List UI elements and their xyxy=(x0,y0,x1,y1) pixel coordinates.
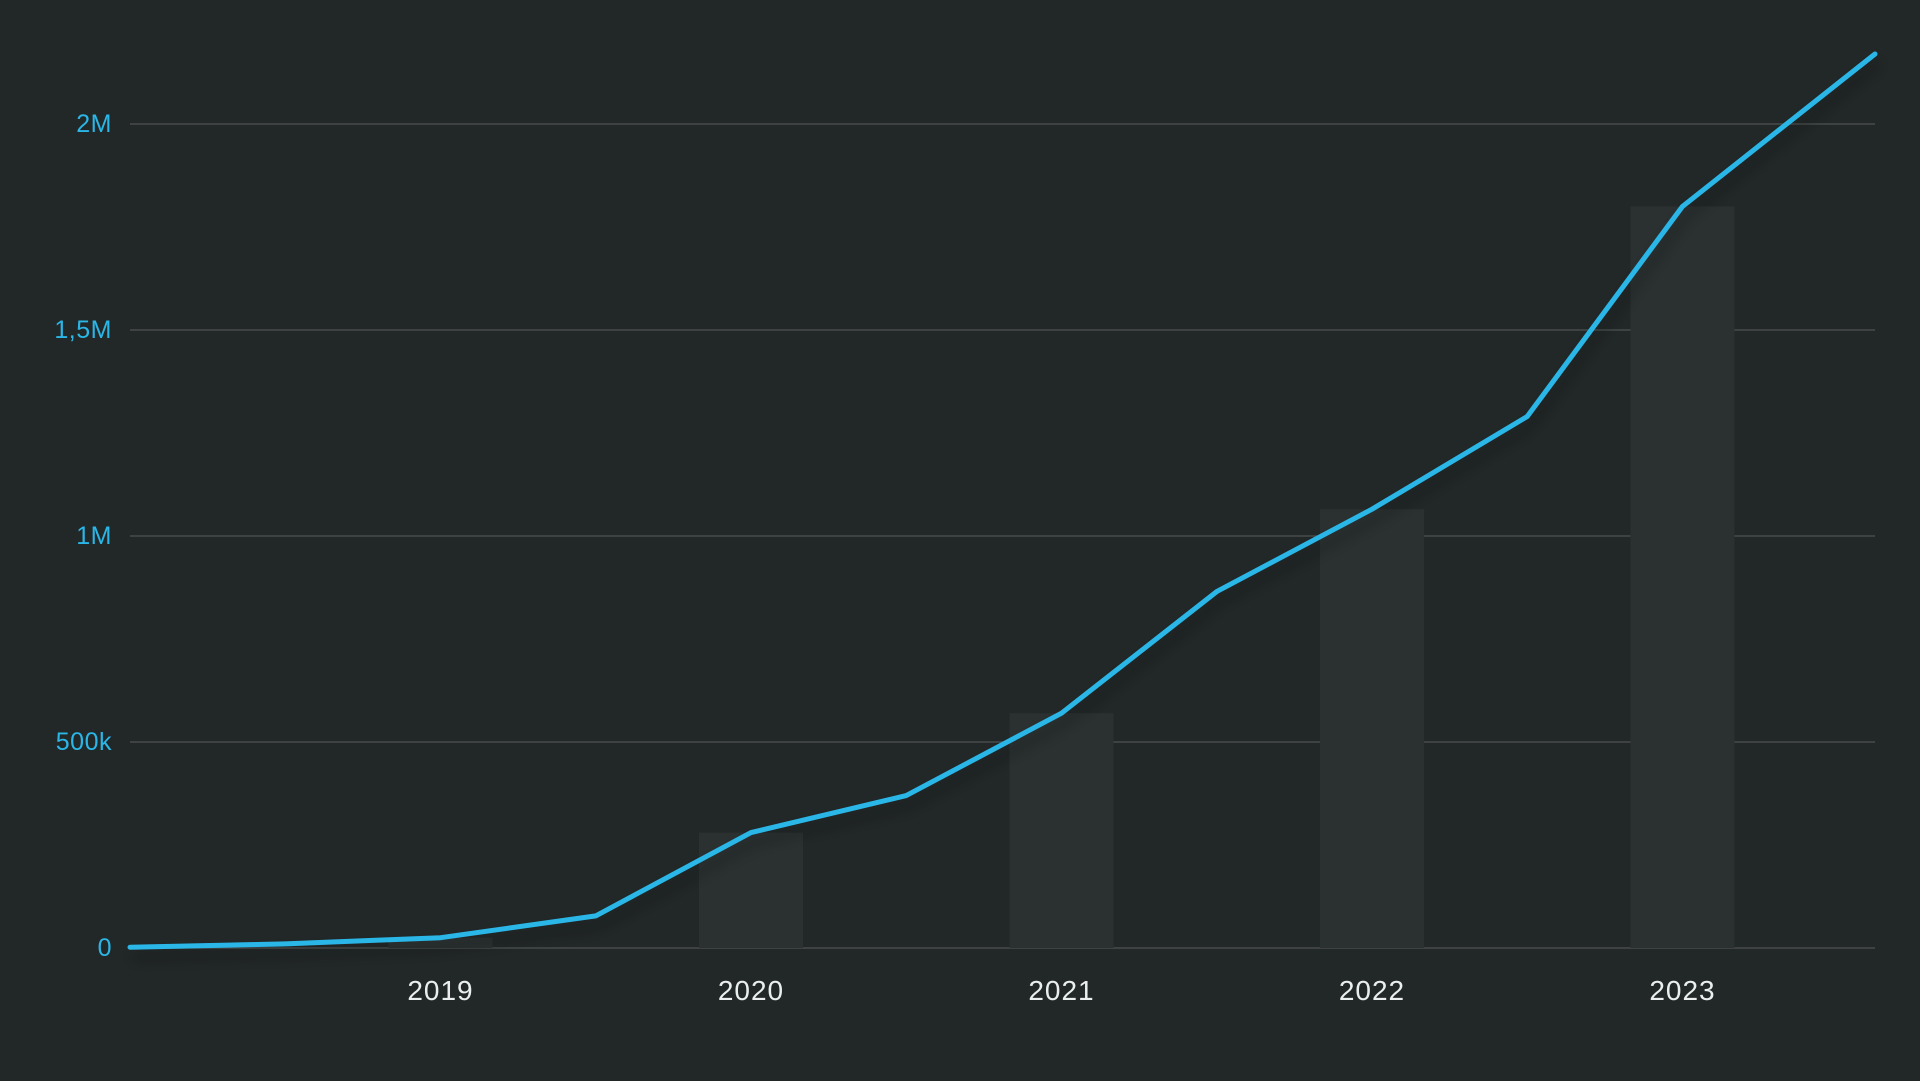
y-tick-label: 1M xyxy=(76,522,112,550)
bar-2019 xyxy=(388,937,493,948)
y-axis-labels: 0 500k 1M 1,5M 2M xyxy=(54,110,112,962)
x-axis-labels: 2019 2020 2021 2022 2023 xyxy=(407,975,1715,1006)
y-tick-label: 2M xyxy=(76,110,112,138)
x-tick-label-2023: 2023 xyxy=(1649,975,1715,1006)
x-tick-label-2022: 2022 xyxy=(1339,975,1405,1006)
y-tick-label: 1,5M xyxy=(54,316,112,344)
bar-2022 xyxy=(1320,509,1424,948)
bar-2023 xyxy=(1630,206,1735,948)
bars xyxy=(388,206,1735,948)
growth-line-series xyxy=(127,51,1878,950)
y-tick-label: 0 xyxy=(98,934,112,962)
x-tick-label-2019: 2019 xyxy=(407,975,473,1006)
gridlines xyxy=(130,123,1875,949)
x-tick-label-2021: 2021 xyxy=(1028,975,1094,1006)
bar-2021 xyxy=(1009,713,1114,948)
y-tick-label: 500k xyxy=(56,728,112,756)
x-tick-label-2020: 2020 xyxy=(718,975,784,1006)
